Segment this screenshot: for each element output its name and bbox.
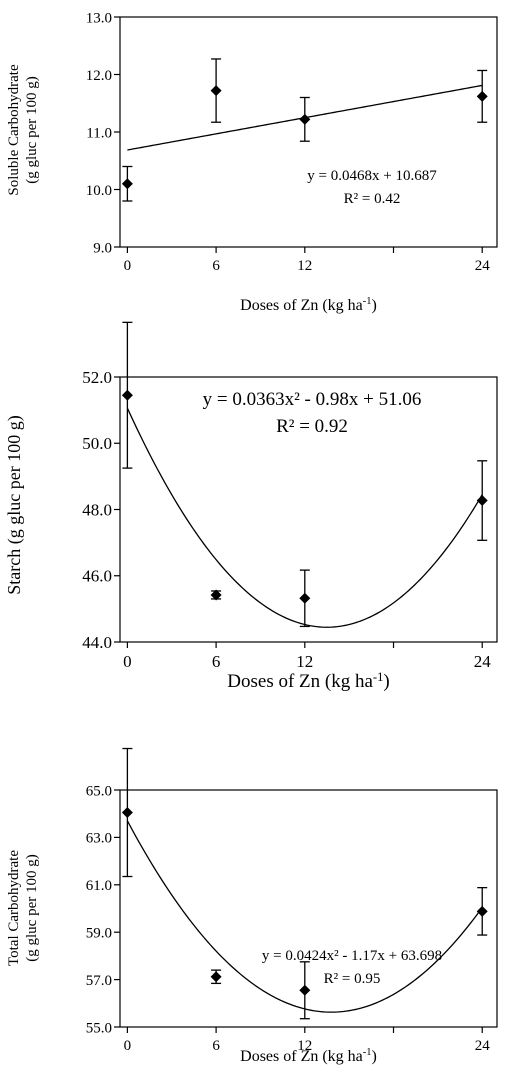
fit-equation: y = 0.0363x² - 0.98x + 51.06 [203,389,422,410]
y-tick-label: 11.0 [86,125,112,141]
data-point [299,592,311,604]
y-tick-label: 44.0 [82,633,112,652]
chart-panel-1: 9.0 10.0 11.0 12.0 13.0 0 6 12 24 Soluble Carbohy… [6,10,498,314]
x-tick-label: 24 [474,652,492,671]
x-tick-label: 0 [124,258,132,274]
y-tick-label: 57.0 [86,973,112,989]
data-point [121,807,133,819]
chart-panel-3: 55.0 57.0 59.0 61.0 63.0 65.0 0 6 12 24 Total Carb… [6,747,498,1065]
x-tick-label: 12 [296,652,313,671]
x-tick-label: 6 [212,652,221,671]
x-tick-label: 0 [124,1038,132,1054]
fit-equation: y = 0.0424x² - 1.17x + 63.698 [262,948,442,964]
fit-r-squared: R² = 0.42 [344,191,401,207]
x-axis-label: Doses of Zn (kg ha-1) [240,1047,377,1065]
y-tick-label: 9.0 [93,240,112,256]
plot-frame [119,16,498,248]
fit-equation: y = 0.0468x + 10.687 [307,168,437,184]
fit-r-squared: R² = 0.92 [276,416,348,437]
x-axis-label: Doses of Zn (kg ha-1) [227,670,389,692]
y-tick-label: 63.0 [86,831,112,847]
x-tick-label: 24 [475,258,491,274]
data-point [121,178,133,190]
y-axis-label: Total Carbohydrate (g gluc per 100 g) [6,850,40,966]
plot-frame [119,789,498,1028]
data-point [121,389,133,401]
y-tick-label: 10.0 [86,183,112,199]
data-point [210,971,222,983]
y-tick-label: 50.0 [82,434,112,453]
chart-panel-2: 44.0 46.0 48.0 50.0 52.0 0 6 12 24 Starch (g gluc… [4,321,498,692]
x-tick-label: 12 [297,258,312,274]
y-tick-label: 52.0 [82,368,112,387]
y-tick-label: 55.0 [86,1020,112,1036]
x-tick-label: 0 [123,652,132,671]
y-tick-label: 61.0 [86,878,112,894]
x-tick-label: 12 [297,1038,312,1054]
fit-r-squared: R² = 0.95 [324,971,381,987]
data-point [299,984,311,996]
y-axis-label: Soluble Carbohydrate (g gluc per 100 g) [6,64,40,196]
y-tick-label: 65.0 [86,783,112,799]
data-point [210,589,222,601]
y-tick-label: 13.0 [86,10,112,26]
x-tick-label: 6 [212,1038,220,1054]
data-point [476,90,488,102]
y-axis-label: Starch (g gluc per 100 g) [4,415,25,594]
y-tick-label: 59.0 [86,925,112,941]
x-tick-label: 6 [212,258,220,274]
data-point [476,495,488,507]
data-point [299,113,311,125]
x-tick-label: 24 [475,1038,491,1054]
y-tick-label: 48.0 [82,500,112,519]
y-tick-label: 12.0 [86,68,112,84]
data-point [476,905,488,917]
data-point [210,85,222,97]
y-tick-label: 46.0 [82,567,112,586]
x-axis-label: Doses of Zn (kg ha-1) [240,296,377,314]
